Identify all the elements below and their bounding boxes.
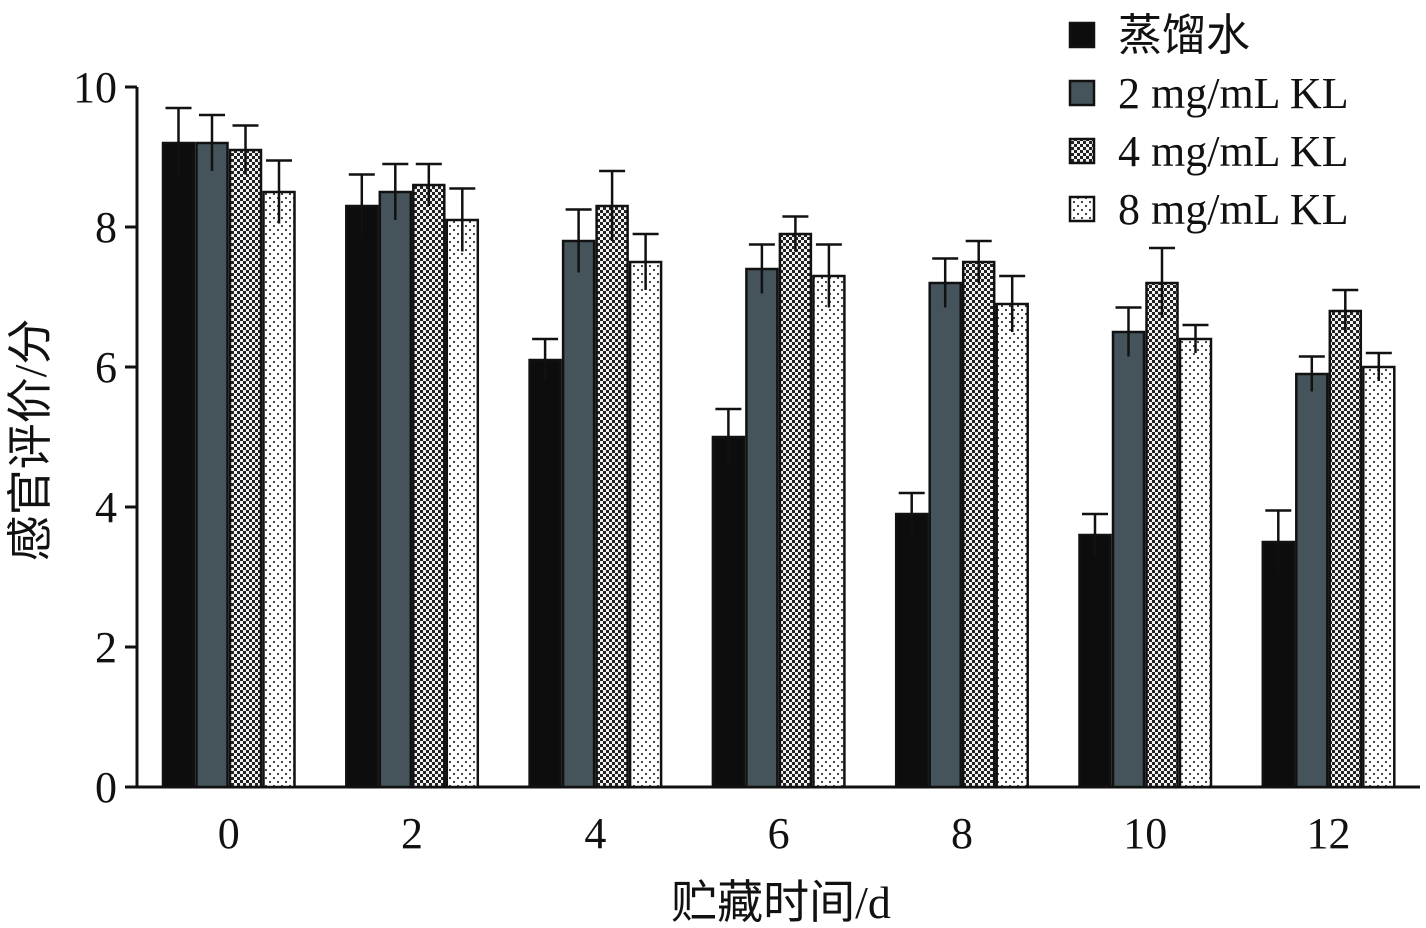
bar [1295,372,1329,789]
x-tick-label: 6 [768,809,790,858]
bar [561,239,596,789]
y-tick-label: 4 [95,483,117,532]
bar [894,512,929,789]
legend-swatch [1068,137,1096,165]
legend-label: 2 mg/mL KL [1118,69,1349,118]
legend-swatch [1068,195,1096,223]
bar [412,183,446,789]
bar [1328,309,1363,789]
x-tick-label: 8 [951,809,973,858]
y-tick-label: 6 [95,343,117,392]
x-tick-label: 0 [218,809,240,858]
legend-label: 4 mg/mL KL [1118,127,1349,176]
bars [161,141,1396,789]
error-bars [165,106,1392,574]
y-tick-label: 0 [95,763,117,812]
y-axis-title: 感官评价/分 [5,319,56,562]
bar [1178,337,1213,789]
bar [161,141,196,789]
bar [711,435,746,789]
bar [528,358,562,789]
bar [1111,330,1146,789]
bar [195,141,229,789]
bar [745,267,779,789]
x-tick-label: 12 [1307,809,1351,858]
bar [595,204,629,789]
bar [445,218,480,789]
legend-label: 蒸馏水 [1118,11,1250,60]
bar [1261,540,1296,789]
bar [995,302,1029,789]
bar [1362,365,1396,789]
bar [228,148,263,789]
bar [378,190,413,789]
bar [345,204,379,789]
x-ticks: 0 2 4 6 8 10 12 [218,809,1351,858]
bar [812,274,846,789]
bar [262,190,296,789]
x-axis-title: 贮藏时间/d [671,877,891,928]
y-tick-label: 2 [95,623,117,672]
bar [961,260,996,789]
legend-swatch [1068,79,1096,107]
y-ticks: 0 2 4 6 8 10 [73,63,137,812]
bar [778,232,813,789]
bar [1078,533,1112,789]
x-tick-label: 10 [1123,809,1167,858]
legend-label: 8 mg/mL KL [1118,185,1349,234]
y-tick-label: 10 [73,63,117,112]
legend-swatch [1068,21,1096,49]
x-tick-label: 4 [584,809,606,858]
y-tick-label: 8 [95,203,117,252]
bar [1145,281,1179,789]
legend: 蒸馏水 2 mg/mL KL 4 mg/mL KL 8 mg/mL KL [1068,11,1349,234]
x-tick-label: 2 [401,809,423,858]
bar [628,260,663,789]
bar [928,281,962,789]
